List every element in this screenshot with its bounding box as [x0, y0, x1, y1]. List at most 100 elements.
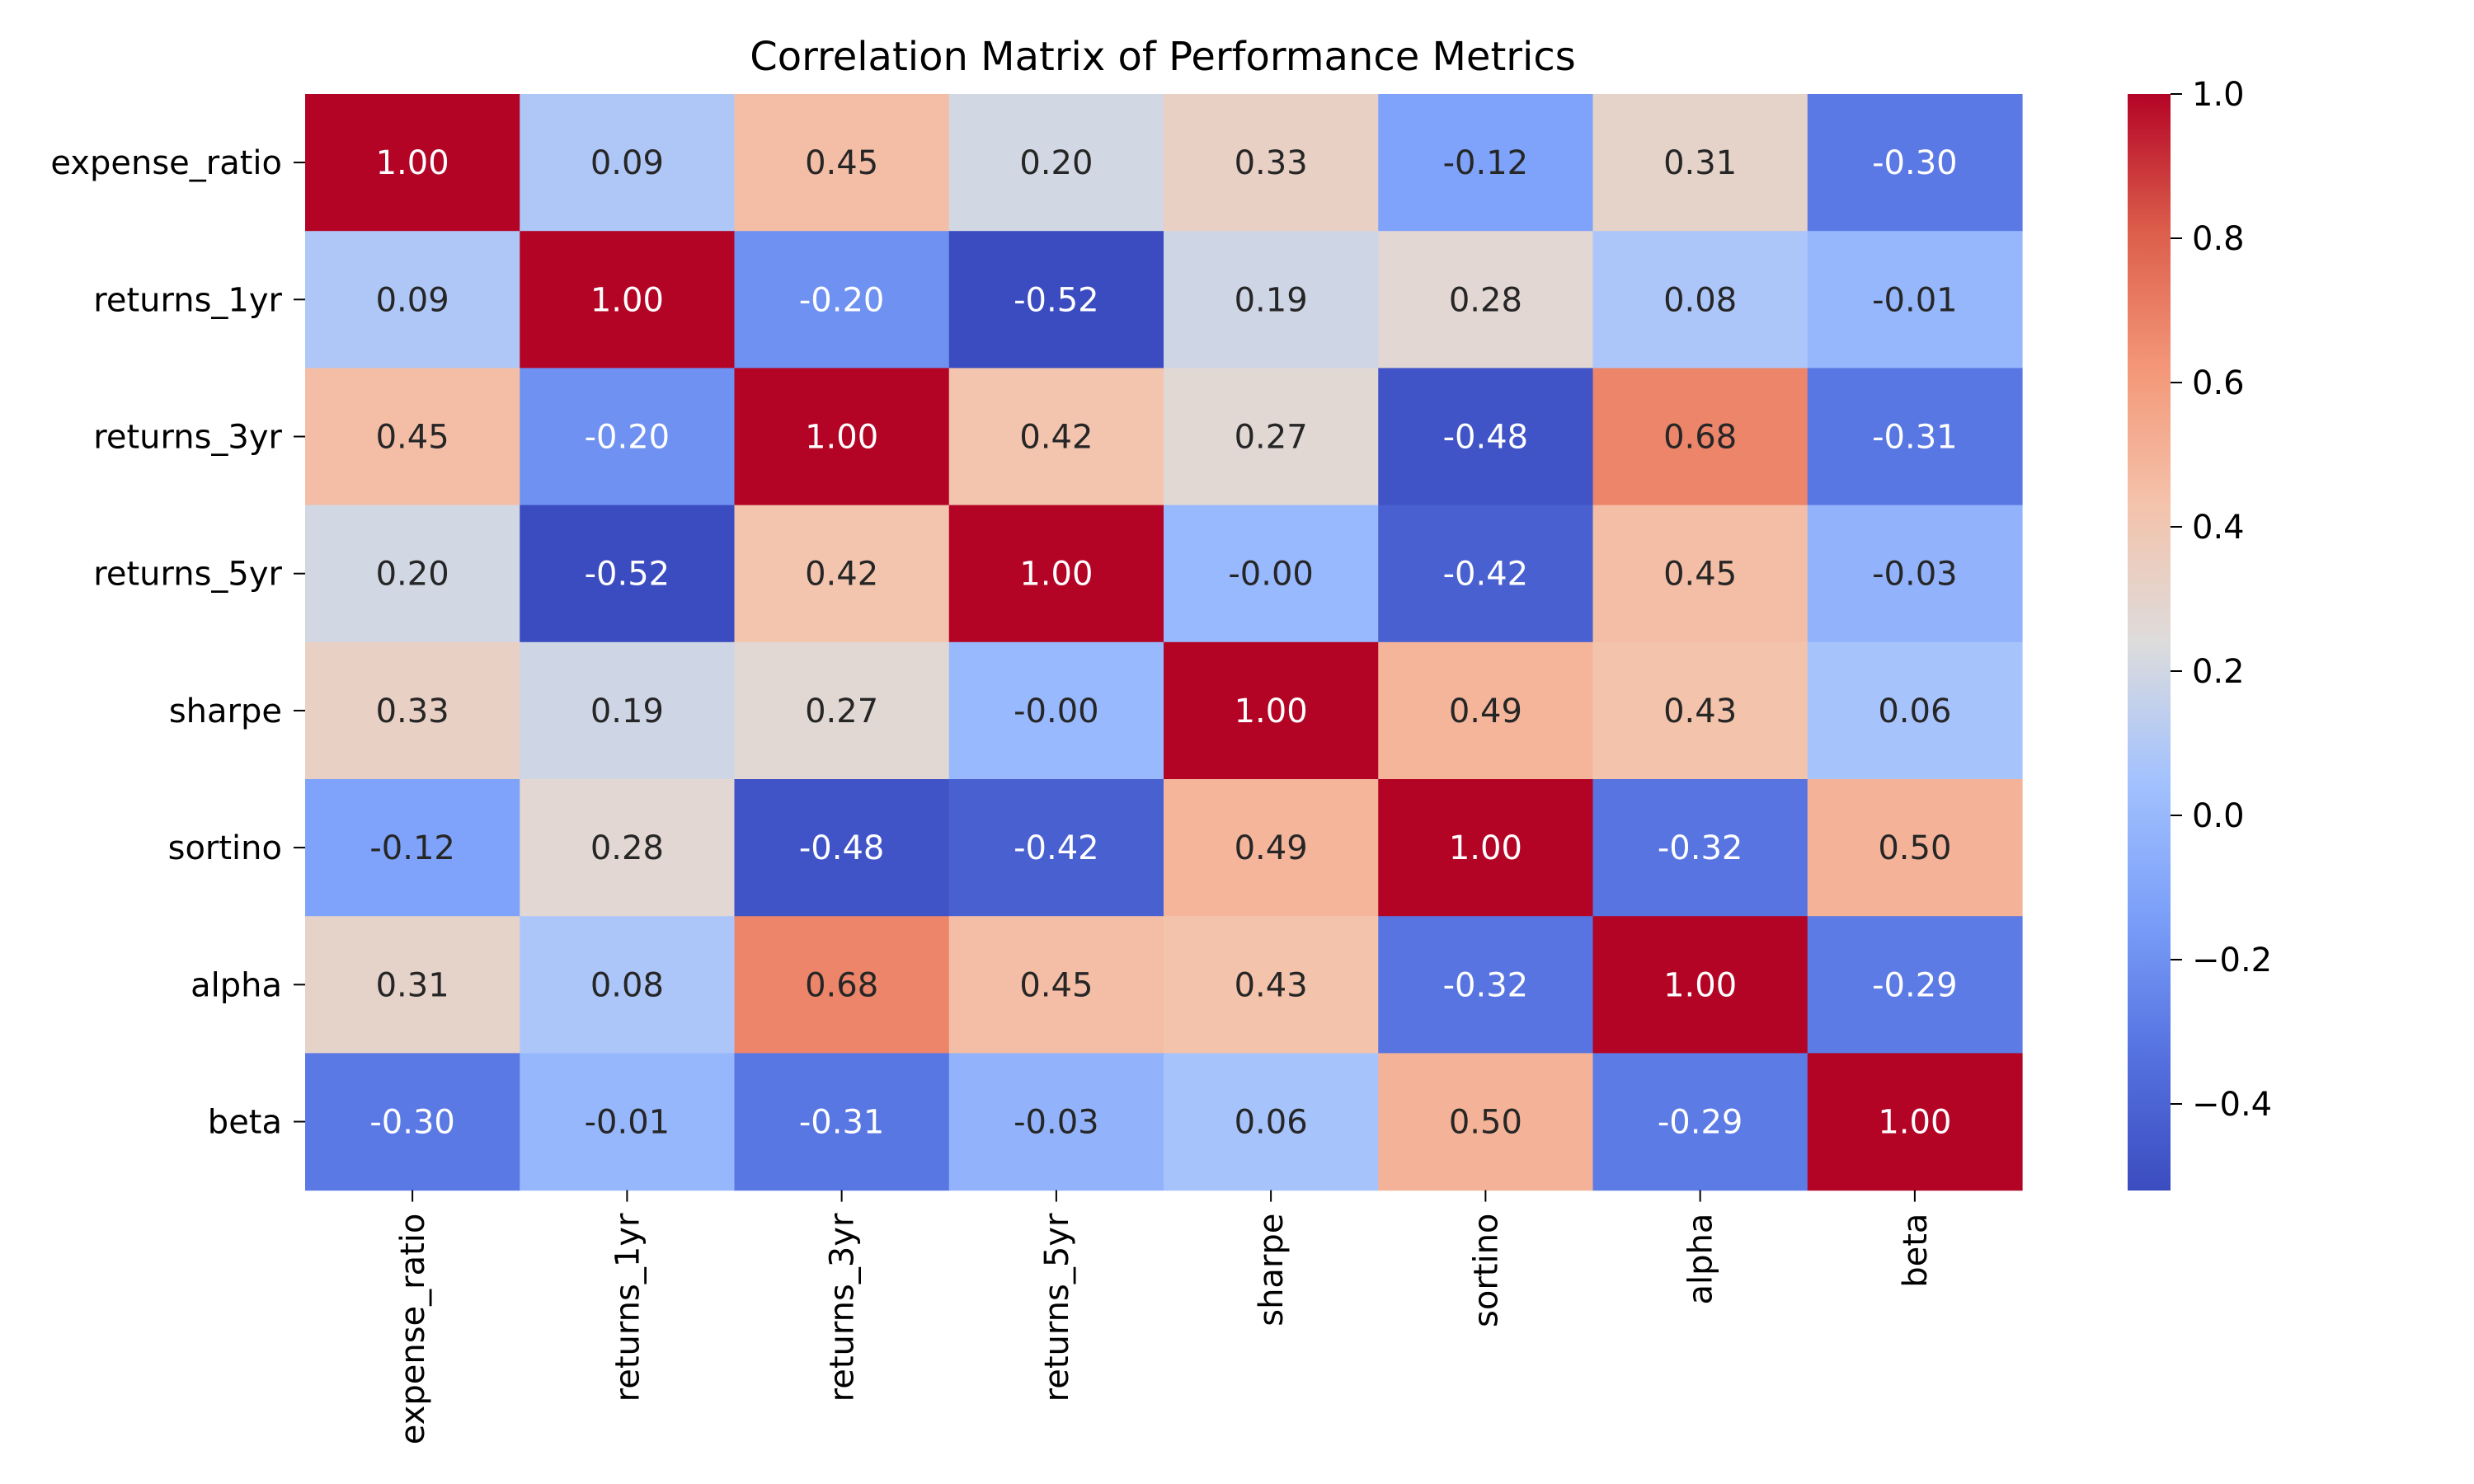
y-tick-label: alpha: [190, 966, 282, 1004]
cell-value-label: 1.00: [1019, 556, 1093, 594]
colorbar-tick-label: 0.2: [2192, 653, 2245, 691]
heatmap-cell: [520, 1053, 736, 1191]
cell-value-label: 0.20: [376, 556, 449, 594]
heatmap-cell: [734, 641, 950, 780]
heatmap-cell: [305, 1053, 520, 1191]
heatmap-cell: [1378, 779, 1594, 917]
colorbar-tick-label: −0.2: [2192, 942, 2272, 979]
heatmap-cell: [1164, 505, 1379, 643]
colorbar-tick-label: 0.6: [2192, 364, 2245, 402]
cell-value-label: -0.20: [585, 419, 670, 457]
cell-value-label: 0.45: [805, 144, 878, 182]
heatmap-cell: [948, 916, 1164, 1054]
heatmap-cell: [1164, 1053, 1379, 1191]
y-tick-label: returns_5yr: [93, 556, 282, 594]
heatmap-cell: [305, 641, 520, 780]
heatmap-cell: [1807, 1053, 2023, 1191]
cell-value-label: -0.52: [585, 556, 670, 594]
x-tick-label: expense_ratio: [394, 1214, 432, 1445]
cell-value-label: -0.03: [1872, 556, 1958, 594]
chart-title: Correlation Matrix of Performance Metric…: [750, 34, 1576, 80]
heatmap-cell-labels: 1.00 0.09 0.45 0.20 0.33 -0.12 0.31 -0.30 0.09 1.…: [369, 144, 1957, 1141]
colorbar-axis: 1.0 0.8 0.6 0.4 0.2 0.0 −0.2 −0.4: [2171, 76, 2272, 1124]
heatmap-cell: [734, 916, 950, 1054]
heatmap-cell: [1807, 641, 2023, 780]
heatmap-cell: [1378, 641, 1594, 780]
cell-value-label: -0.01: [585, 1104, 670, 1142]
cell-value-label: -0.30: [369, 1104, 455, 1142]
heatmap-cell: [948, 231, 1164, 369]
heatmap-cell: [1164, 641, 1379, 780]
cell-value-label: -0.32: [1443, 966, 1529, 1004]
cell-value-label: -0.00: [1014, 693, 1099, 730]
cell-value-label: -0.12: [369, 829, 455, 867]
y-tick-label: returns_1yr: [93, 281, 282, 319]
cell-value-label: 0.28: [1449, 281, 1522, 319]
heatmap-cell: [1592, 1053, 1808, 1191]
colorbar-tick-label: 0.8: [2192, 220, 2245, 258]
heatmap-cell: [1592, 231, 1808, 369]
heatmap-cell: [1164, 94, 1379, 232]
y-tick-label: beta: [208, 1104, 282, 1142]
cell-value-label: 0.45: [1019, 966, 1093, 1004]
cell-value-label: 0.45: [376, 419, 449, 457]
colorbar-tick-label: 0.0: [2192, 797, 2245, 835]
cell-value-label: -0.20: [799, 281, 885, 319]
cell-value-label: 0.49: [1235, 829, 1308, 867]
heatmap-cell: [1592, 505, 1808, 643]
colorbar-tick-label: 1.0: [2192, 76, 2245, 114]
y-tick-label: sortino: [168, 829, 282, 867]
cell-value-label: 0.42: [805, 556, 878, 594]
x-axis: expense_ratio returns_1yr returns_3yr retur…: [394, 1190, 1935, 1445]
heatmap-cell: [1164, 779, 1379, 917]
cell-value-label: 0.31: [1663, 144, 1737, 182]
cell-value-label: 0.31: [376, 966, 449, 1004]
heatmap-cell: [1807, 916, 2023, 1054]
cell-value-label: -0.32: [1658, 829, 1743, 867]
heatmap-cell: [734, 368, 950, 506]
cell-value-label: 0.27: [1235, 419, 1308, 457]
heatmap-cell: [1592, 641, 1808, 780]
cell-value-label: 0.33: [1235, 144, 1308, 182]
cell-value-label: -0.29: [1872, 966, 1958, 1004]
cell-value-label: 0.08: [590, 966, 664, 1004]
cell-value-label: 0.45: [1663, 556, 1737, 594]
colorbar-tick-label: 0.4: [2192, 509, 2245, 547]
heatmap-cell: [520, 641, 736, 780]
heatmap-cell: [305, 94, 520, 232]
x-tick-label: beta: [1897, 1214, 1935, 1288]
heatmap-cell: [1164, 231, 1379, 369]
heatmap-cell: [948, 94, 1164, 232]
heatmap-cell: [520, 231, 736, 369]
cell-value-label: 1.00: [1878, 1104, 1951, 1142]
cell-value-label: -0.30: [1872, 144, 1958, 182]
heatmap-cell: [734, 779, 950, 917]
heatmap-cell: [305, 231, 520, 369]
heatmap-cell: [520, 779, 736, 917]
heatmap-cell: [1592, 779, 1808, 917]
y-axis: expense_ratio returns_1yr returns_3yrretur…: [50, 144, 305, 1142]
heatmap-cell: [948, 505, 1164, 643]
cell-value-label: 0.27: [805, 693, 878, 730]
cell-value-label: 0.68: [1663, 419, 1737, 457]
cell-value-label: 0.43: [1663, 693, 1737, 730]
cell-value-label: 1.00: [1235, 693, 1308, 730]
heatmap-cell: [1807, 505, 2023, 643]
colorbar: [2128, 94, 2171, 1190]
heatmap-cell: [734, 94, 950, 232]
heatmap-cell: [948, 368, 1164, 506]
heatmap-cell: [1378, 916, 1594, 1054]
cell-value-label: -0.42: [1443, 556, 1529, 594]
cell-value-label: 0.33: [376, 693, 449, 730]
cell-value-label: 0.28: [590, 829, 664, 867]
heatmap-cell: [520, 916, 736, 1054]
heatmap-cell: [305, 916, 520, 1054]
cell-value-label: 0.19: [590, 693, 664, 730]
cell-value-label: 1.00: [1449, 829, 1522, 867]
heatmap-cell: [1807, 94, 2023, 232]
heatmap-cells: [305, 94, 2023, 1191]
heatmap-cell: [1592, 368, 1808, 506]
cell-value-label: -0.03: [1014, 1104, 1099, 1142]
cell-value-label: -0.48: [1443, 419, 1529, 457]
